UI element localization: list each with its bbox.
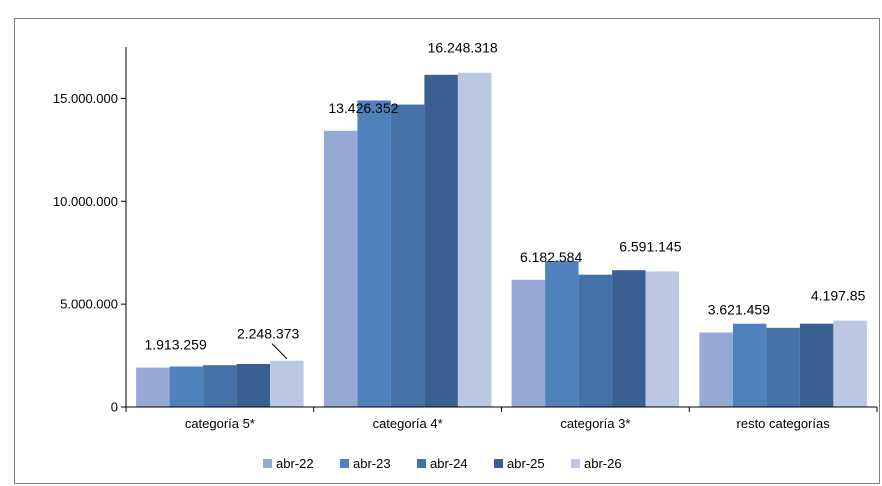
bar-abr-24-4 [766, 327, 800, 407]
bar-abr-23-2 [357, 100, 391, 407]
legend-swatch-abr-26 [571, 459, 580, 468]
bar-abr-26-2 [457, 72, 492, 407]
bar-abr-26-3 [645, 271, 680, 407]
bar-abr-25-3 [612, 270, 646, 407]
bar-abr-24-3 [578, 274, 613, 407]
legend-label-abr-23: abr-23 [353, 456, 391, 471]
legend-label-abr-26: abr-26 [584, 456, 622, 471]
chart-frame: 0 5.000.000 10.000.000 15.000.000 categoría … [14, 18, 880, 484]
legend-swatch-abr-22 [263, 459, 272, 468]
data-label-leader-line [271, 343, 288, 360]
data-label: 4.197.85 [811, 288, 866, 304]
bar-abr-25-4 [799, 323, 834, 407]
data-label: 6.182.584 [520, 249, 582, 265]
data-label: 13.426.352 [328, 100, 398, 116]
bar-abr-22-2 [323, 130, 358, 408]
legend-swatch-abr-24 [417, 459, 426, 468]
bar-abr-24-1 [203, 365, 237, 407]
bar-chart: 0 5.000.000 10.000.000 15.000.000 categoría … [53, 40, 878, 471]
data-label: 6.591.145 [619, 238, 681, 254]
bar-abr-24-2 [390, 104, 425, 407]
data-label: 2.248.373 [237, 326, 299, 342]
category-label: categoría 4* [373, 416, 443, 431]
data-label: 3.621.459 [708, 302, 770, 318]
category-label: categoría 5* [185, 416, 255, 431]
legend-label-abr-22: abr-22 [276, 456, 314, 471]
data-label: 16.248.318 [428, 40, 498, 56]
data-label: 1.913.259 [144, 337, 206, 353]
bar-abr-22-3 [511, 279, 546, 407]
bar-abr-22-4 [699, 332, 733, 407]
bar-abr-23-1 [169, 366, 204, 407]
y-tick-label: 15.000.000 [53, 91, 118, 106]
bar-abr-26-1 [270, 360, 304, 407]
bar-abr-23-3 [545, 260, 579, 407]
legend-swatch-abr-23 [340, 459, 349, 468]
category-label: resto categorías [737, 416, 831, 431]
legend-label-abr-25: abr-25 [507, 456, 545, 471]
y-tick-label: 0 [111, 400, 118, 415]
bar-abr-22-1 [136, 367, 170, 407]
y-tick-label: 10.000.000 [53, 194, 118, 209]
bar-abr-25-2 [424, 74, 458, 408]
legend-swatch-abr-25 [494, 459, 503, 468]
legend-label-abr-24: abr-24 [430, 456, 468, 471]
bar-abr-25-1 [236, 364, 271, 407]
bar-abr-26-4 [833, 320, 867, 407]
category-label: categoría 3* [560, 416, 630, 431]
y-tick-label: 5.000.000 [60, 297, 118, 312]
bar-abr-23-4 [732, 323, 767, 407]
